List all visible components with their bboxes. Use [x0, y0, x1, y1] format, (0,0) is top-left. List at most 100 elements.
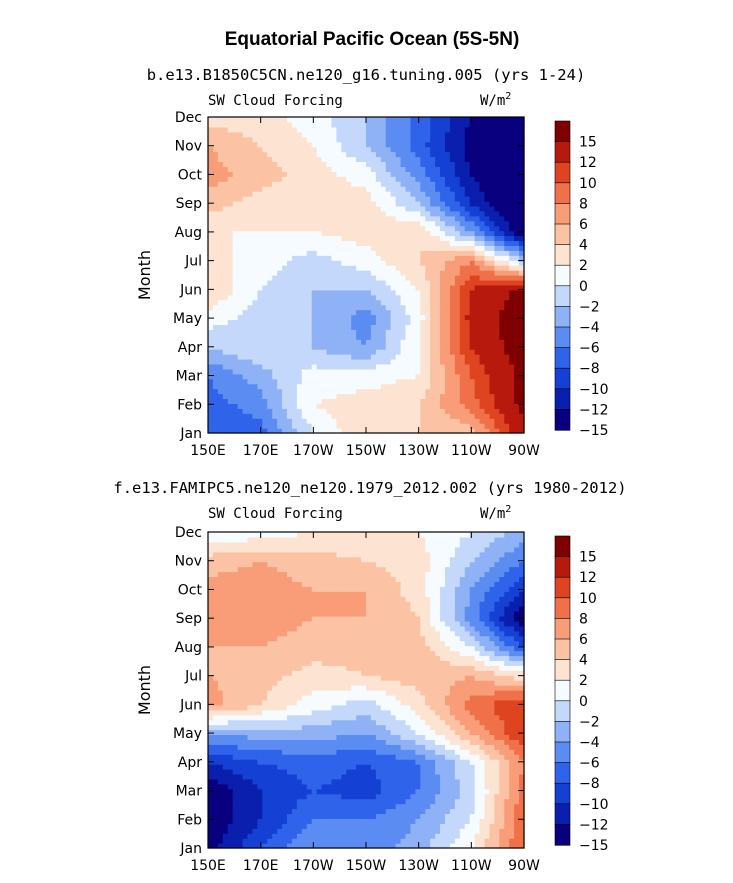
- heatmap-cell: [217, 418, 224, 424]
- heatmap-cell: [445, 383, 451, 390]
- heatmap-cell: [341, 161, 347, 167]
- heatmap-cell: [267, 324, 273, 330]
- heatmap-cell: [306, 250, 313, 256]
- heatmap-cell: [405, 136, 412, 143]
- heatmap-cell: [267, 235, 273, 242]
- heatmap-cell: [469, 225, 476, 232]
- heatmap-cell: [301, 210, 308, 217]
- heatmap-cell: [464, 191, 471, 197]
- heatmap-cell: [370, 294, 377, 301]
- heatmap-cell: [504, 279, 510, 286]
- heatmap-cell: [430, 329, 436, 335]
- heatmap-cell: [252, 344, 258, 350]
- heatmap-cell: [331, 319, 337, 325]
- heatmap-cell: [356, 808, 362, 815]
- heatmap-cell: [514, 299, 520, 306]
- heatmap-cell: [356, 245, 362, 251]
- heatmap-cell: [242, 843, 249, 849]
- heatmap-cell: [489, 205, 495, 212]
- heatmap-cell: [435, 275, 441, 281]
- heatmap-cell: [445, 284, 451, 291]
- heatmap-cell: [420, 828, 426, 834]
- heatmap-cell: [420, 413, 426, 419]
- heatmap-cell: [425, 279, 431, 286]
- heatmap-cell: [296, 783, 303, 790]
- heatmap-cell: [247, 388, 254, 395]
- heatmap-cell: [212, 136, 219, 143]
- heatmap-cell: [356, 186, 362, 192]
- heatmap-cell: [287, 186, 293, 192]
- heatmap-cell: [459, 788, 466, 795]
- heatmap-cell: [370, 314, 377, 321]
- heatmap-cell: [489, 403, 495, 409]
- heatmap-cell: [222, 245, 229, 251]
- heatmap-cell: [222, 833, 229, 839]
- heatmap-cell: [425, 363, 431, 370]
- heatmap-cell: [415, 196, 421, 202]
- heatmap-cell: [474, 220, 481, 227]
- heatmap-cell: [400, 235, 407, 242]
- heatmap-cell: [425, 210, 431, 217]
- heatmap-cell: [380, 823, 387, 829]
- heatmap-cell: [410, 191, 416, 197]
- heatmap-cell: [252, 117, 258, 123]
- heatmap-cell: [232, 235, 239, 242]
- heatmap-cell: [415, 788, 421, 795]
- heatmap-cell: [291, 423, 298, 429]
- heatmap-cell: [400, 126, 407, 133]
- heatmap-cell: [469, 803, 476, 810]
- heatmap-cell: [272, 329, 278, 335]
- heatmap-cell: [296, 324, 303, 330]
- heatmap-cell: [415, 156, 421, 163]
- heatmap-cell: [514, 818, 520, 824]
- heatmap-cell: [257, 121, 263, 128]
- heatmap-cell: [311, 828, 318, 834]
- heatmap-cell: [514, 304, 520, 311]
- heatmap-cell: [514, 378, 520, 385]
- heatmap-cell: [237, 220, 244, 227]
- heatmap-cell: [262, 793, 268, 800]
- heatmap-cell: [296, 334, 303, 340]
- heatmap-cell: [321, 339, 328, 345]
- heatmap-cell: [282, 793, 288, 800]
- heatmap-cell: [252, 141, 258, 148]
- heatmap-cell: [420, 146, 426, 153]
- heatmap-cell: [287, 191, 293, 197]
- heatmap-cell: [504, 334, 510, 340]
- heatmap-cell: [430, 843, 436, 849]
- heatmap-cell: [449, 186, 456, 192]
- heatmap-cell: [247, 151, 254, 158]
- heatmap-cell: [217, 319, 224, 325]
- heatmap-cell: [217, 245, 224, 251]
- heatmap-cell: [469, 117, 476, 123]
- heatmap-cell: [445, 843, 451, 849]
- heatmap-cell: [346, 368, 352, 375]
- heatmap-cell: [242, 131, 249, 138]
- heatmap-cell: [296, 403, 303, 409]
- heatmap-cell: [366, 126, 372, 133]
- heatmap-cell: [410, 131, 416, 138]
- heatmap-cell: [208, 408, 214, 414]
- heatmap-cell: [449, 225, 456, 232]
- heatmap-cell: [287, 235, 293, 242]
- heatmap-cell: [519, 413, 525, 419]
- heatmap-cell: [405, 413, 412, 419]
- heatmap-cell: [375, 339, 382, 345]
- heatmap-cell: [469, 220, 476, 227]
- heatmap-cell: [346, 255, 352, 261]
- heatmap-cell: [400, 289, 407, 296]
- heatmap-cell: [222, 813, 229, 819]
- heatmap-cell: [425, 798, 431, 805]
- heatmap-cell: [504, 788, 510, 795]
- heatmap-cell: [479, 250, 486, 256]
- heatmap-cell: [400, 117, 407, 123]
- heatmap-cell: [208, 279, 214, 286]
- colorbar-box: [554, 141, 571, 163]
- heatmap-cell: [425, 319, 431, 325]
- heatmap-cell: [425, 284, 431, 291]
- heatmap-cell: [262, 324, 268, 330]
- heatmap-cell: [331, 186, 337, 192]
- heatmap-cell: [262, 309, 268, 316]
- heatmap-cell: [272, 798, 278, 805]
- heatmap-cell: [257, 196, 263, 202]
